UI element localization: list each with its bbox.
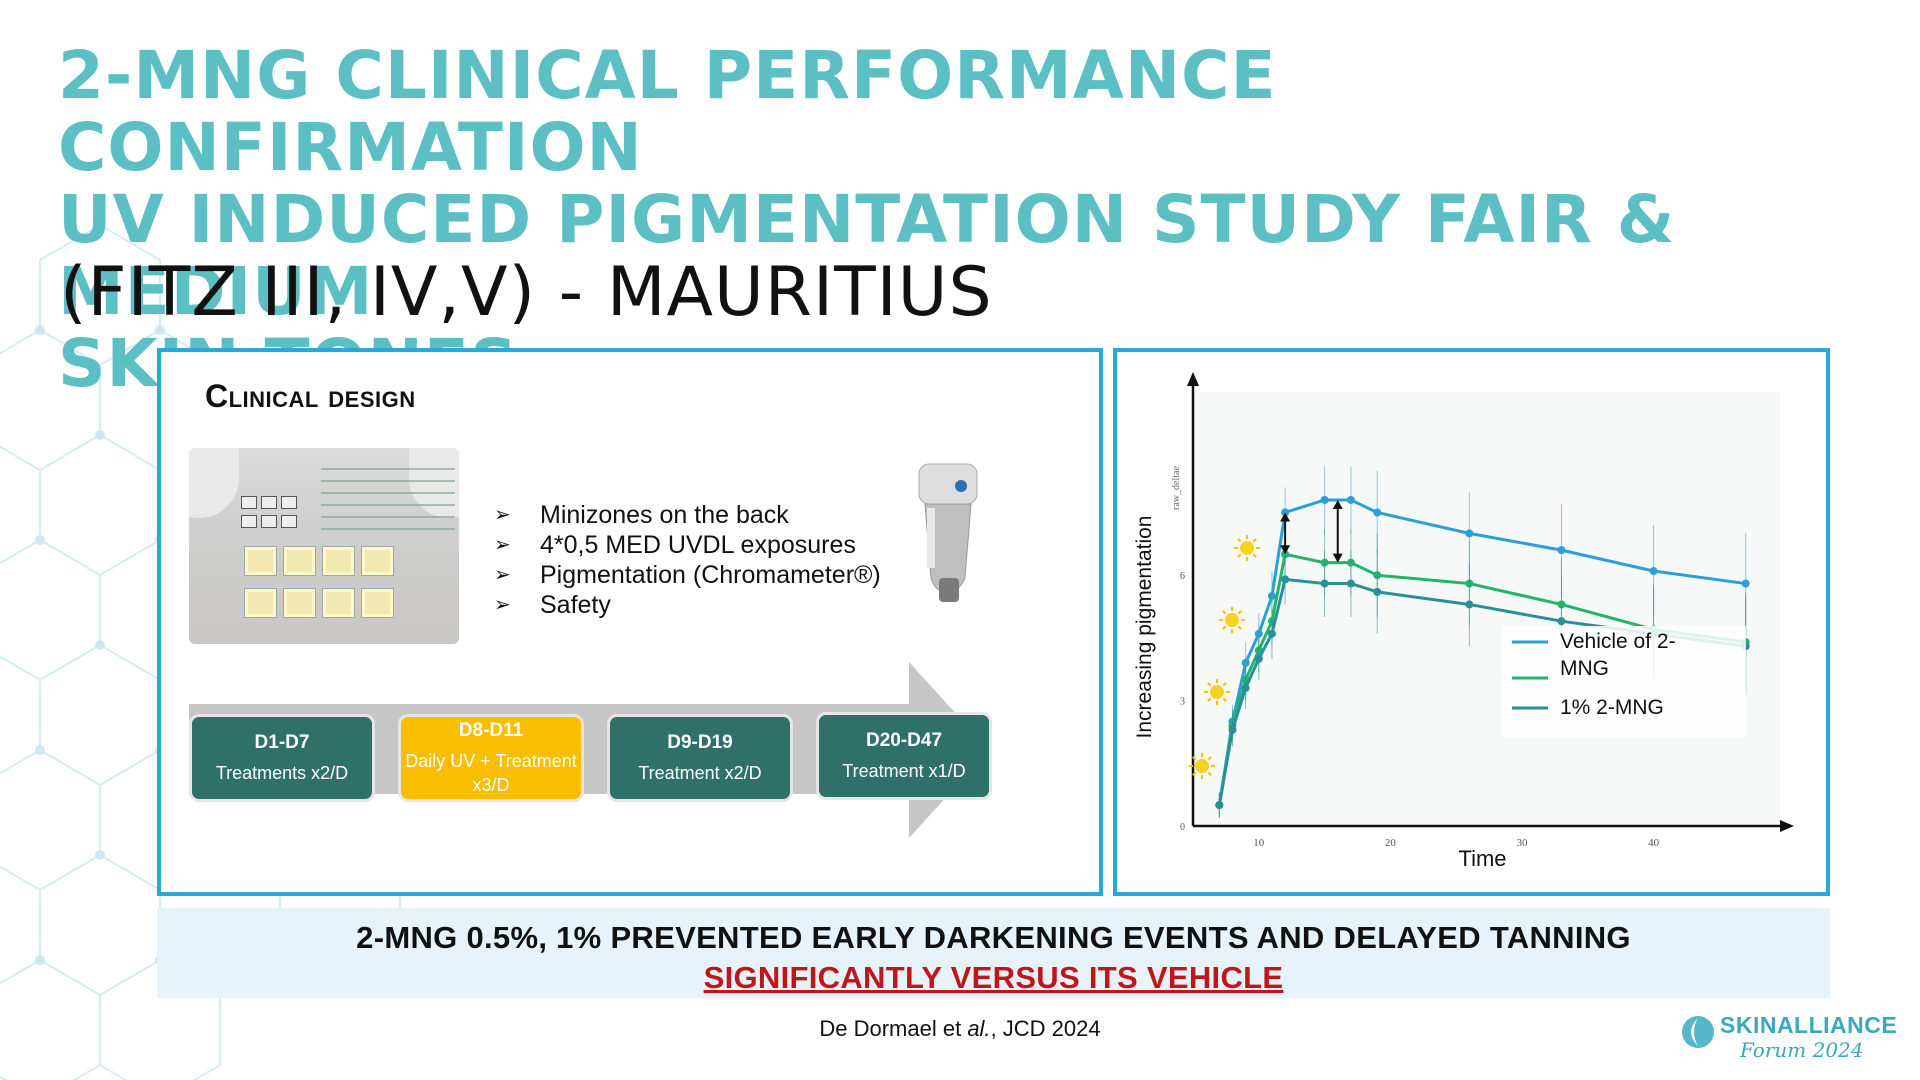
logo-subtitle: Forum 2024 [1740,1038,1864,1062]
data-point [1346,579,1355,588]
design-bullet-list: ➢ Minizones on the back ➢ 4*0,5 MED UVDL e… [494,500,881,620]
arrow-bullet-icon: ➢ [494,534,511,556]
data-point [1281,550,1290,559]
data-point [1649,567,1658,576]
citation: De Dormael et al., JCD 2024 [819,1016,1101,1041]
x-tick-label: 30 [1516,837,1528,849]
title-line-1: 2-MNG CLINICAL PERFORMANCE CONFIRMATION [58,37,1277,186]
data-point [1320,579,1329,588]
x-axis-label: Time [1458,846,1506,871]
x-tick-label: 10 [1253,837,1265,849]
y-axis-sublabel: raw_deltae [1171,466,1182,510]
pigmentation-line-chart: 10 20 30 40 0 3 6 Time Increasing pigmentation ra… [1133,372,1794,871]
data-point [1557,546,1566,555]
timeline-step-d9-d19: D9-D19 Treatment x2/D [607,714,793,802]
conclusion-line-1: 2-MNG 0.5%, 1% PREVENTED EARLY DARKENING… [356,920,1631,955]
arrow-bullet-icon: ➢ [494,564,511,586]
uv-sun-icon [1234,535,1260,561]
arrowhead-up-icon [1332,499,1343,509]
uv-sun-icon [1204,679,1230,705]
data-point [1281,575,1290,584]
x-tick-label: 20 [1385,837,1397,849]
data-point [1267,629,1276,638]
legend-label: 1% 2-MNG [1560,696,1664,719]
data-point [1320,495,1329,504]
bullet-item: ➢ Minizones on the back [494,501,789,529]
timeline-step-d1-d7: D1-D7 Treatments x2/D [189,714,375,802]
y-tick-label: 0 [1180,822,1185,833]
conclusion-line-2: SIGNIFICANTLY VERSUS ITS VEHICLE [703,960,1284,995]
y-axis-label: Increasing pigmentation [1133,516,1156,739]
skinalliance-logo-icon [1682,1016,1714,1048]
conclusion-banner: 2-MNG 0.5%, 1% PREVENTED EARLY DARKENING… [157,908,1830,998]
slide-title: 2-MNG CLINICAL PERFORMANCE CONFIRMATION … [58,40,1858,400]
data-point [1254,654,1263,663]
slide-subtitle: (FITZ III, IV,V) - MAURITIUS [60,253,993,332]
data-point [1741,579,1750,588]
bullet-item: ➢ Safety [494,591,611,619]
data-point [1346,495,1355,504]
data-point [1465,529,1474,538]
uv-sun-icon [1189,753,1215,779]
back-zones-photo [189,448,459,644]
bullet-item: ➢ Pigmentation (Chromameter®) [494,561,881,589]
bullet-item: ➢ 4*0,5 MED UVDL exposures [494,531,856,559]
data-point [1228,725,1237,734]
legend-label: Vehicle of 2- [1560,630,1676,653]
medi-sites-boxes [241,496,297,528]
clinical-design-panel: Clinical design ➢ Minizones on the back ➢… [157,348,1103,896]
data-point [1215,801,1224,810]
legend-label: MNG [1560,657,1609,680]
data-point [1373,508,1382,517]
skinalliance-logo: SKINALLIANCE Forum 2024 [1678,1010,1897,1062]
chromameter-device-icon [918,463,978,602]
timeline-step-d20-d47: D20-D47 Treatment x1/D [816,712,992,800]
arrowhead-down-icon [1280,545,1291,555]
y-tick-label: 6 [1180,571,1185,582]
pigmentation-chart-panel: 10 20 30 40 0 3 6 Time Increasing pigmentation ra… [1113,348,1830,896]
y-axis-arrow-icon [1187,372,1199,386]
title-line-2: UV INDUCED PIGMENTATION STUDY FAIR & MED… [58,181,1676,330]
data-point [1267,592,1276,601]
timeline-step-d8-d11: D8-D11 Daily UV + Treatment x3/D [398,714,584,802]
data-point [1241,684,1250,693]
x-tick-label: 40 [1648,837,1660,849]
legend-box [1502,626,1746,738]
arrow-bullet-icon: ➢ [494,504,511,526]
uv-sun-icon [1219,607,1245,633]
zone-grid [244,546,394,618]
logo-name: SKINALLIANCE [1720,1012,1898,1038]
arrowhead-up-icon [1280,512,1291,522]
data-point [1465,600,1474,609]
x-axis-arrow-icon [1780,820,1794,832]
clinical-design-heading: Clinical design [205,378,416,414]
data-point [1281,508,1290,517]
data-point [1557,617,1566,626]
y-tick-label: 3 [1180,697,1185,708]
arrowhead-down-icon [1332,553,1343,563]
arrow-bullet-icon: ➢ [494,594,511,616]
photo-legend [321,458,455,540]
data-point [1373,587,1382,596]
